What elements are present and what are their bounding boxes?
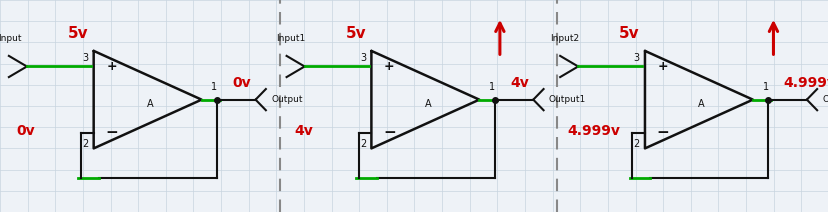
Text: +: + <box>383 60 394 73</box>
Text: A: A <box>424 99 431 109</box>
Text: Output2: Output2 <box>821 95 828 104</box>
Text: 2: 2 <box>82 139 89 149</box>
Text: −: − <box>656 125 668 140</box>
Text: 2: 2 <box>359 139 366 149</box>
Text: 0v: 0v <box>17 124 35 138</box>
Text: 3: 3 <box>359 53 366 63</box>
Text: Input: Input <box>0 34 22 43</box>
Text: 1: 1 <box>762 82 768 92</box>
Text: 3: 3 <box>633 53 639 63</box>
Text: +: + <box>106 60 117 73</box>
Text: 4v: 4v <box>509 76 528 90</box>
Text: Input2: Input2 <box>549 34 578 43</box>
Text: 5v: 5v <box>68 26 89 41</box>
Text: 3: 3 <box>82 53 89 63</box>
Text: A: A <box>697 99 704 109</box>
Text: 2: 2 <box>633 139 639 149</box>
Text: −: − <box>383 125 395 140</box>
Text: 0v: 0v <box>232 76 251 90</box>
Text: −: − <box>105 125 118 140</box>
Text: 4v: 4v <box>294 124 313 138</box>
Text: 4.999v: 4.999v <box>782 76 828 90</box>
Text: A: A <box>147 99 153 109</box>
Text: Output1: Output1 <box>548 95 585 104</box>
Text: Output: Output <box>271 95 302 104</box>
Text: 1: 1 <box>211 82 217 92</box>
Text: 1: 1 <box>489 82 494 92</box>
Text: 5v: 5v <box>619 26 639 41</box>
Text: 5v: 5v <box>345 26 366 41</box>
Text: Input1: Input1 <box>276 34 306 43</box>
Text: 4.999v: 4.999v <box>567 124 620 138</box>
Text: +: + <box>657 60 667 73</box>
